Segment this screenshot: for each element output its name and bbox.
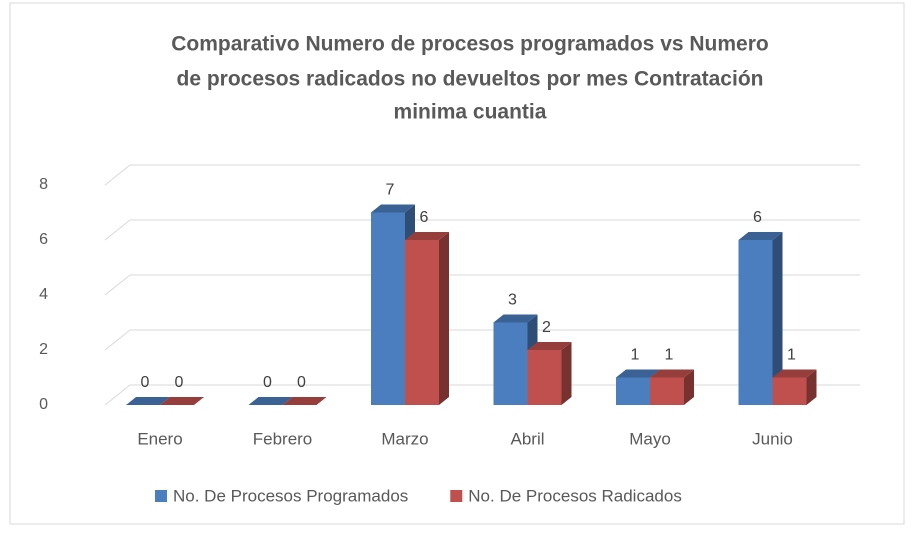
bar-front [405, 240, 439, 405]
y-tick-label: 0 [39, 396, 48, 413]
data-label: 0 [175, 374, 184, 391]
data-label: 0 [263, 374, 272, 391]
y-tick-label: 4 [39, 286, 48, 303]
data-label: 1 [787, 347, 796, 364]
bar-top [405, 232, 449, 240]
bar-front [527, 350, 562, 405]
data-label: 1 [665, 347, 674, 364]
bar [405, 232, 449, 405]
data-label: 0 [141, 374, 150, 391]
bar-front [772, 377, 807, 405]
bar-top [282, 397, 327, 405]
legend-swatch [450, 490, 463, 502]
x-tick-label: Mayo [629, 429, 671, 448]
bar-top [126, 397, 170, 405]
bar-top [527, 342, 572, 350]
y-tick-label: 6 [39, 231, 48, 248]
data-label: 1 [631, 347, 640, 364]
bar-top [738, 232, 783, 240]
bar-front [738, 240, 773, 405]
chart-title: Comparativo Numero de procesos programad… [171, 33, 769, 56]
bar-front [616, 377, 650, 405]
bar-side [561, 342, 572, 405]
bar-top [650, 369, 694, 378]
bar-side [684, 369, 694, 405]
x-tick-label: Junio [752, 429, 793, 448]
data-label: 7 [386, 182, 395, 199]
bar-side [806, 369, 817, 405]
data-label: 2 [542, 319, 551, 336]
legend-label: No. De Procesos Radicados [468, 486, 682, 505]
x-tick-label: Abril [510, 429, 544, 448]
bar-top [772, 369, 817, 378]
grid-line [104, 329, 860, 351]
x-tick-label: Marzo [381, 429, 428, 448]
bar-top [248, 397, 293, 405]
chart-title: minima cuantia [394, 101, 547, 124]
bar-side [772, 232, 783, 405]
bar-top [616, 369, 660, 378]
bar-top [493, 314, 538, 323]
bar [126, 397, 170, 405]
y-tick-label: 8 [39, 176, 48, 193]
bar [160, 397, 204, 405]
x-tick-label: Febrero [253, 429, 313, 448]
bar [772, 369, 817, 405]
legend-label: No. De Procesos Programados [173, 486, 408, 505]
legend-swatch [155, 490, 167, 502]
data-label: 6 [753, 209, 762, 226]
bar-side [439, 232, 449, 405]
bar-front [493, 322, 528, 405]
y-tick-label: 2 [39, 341, 48, 358]
data-label: 0 [297, 374, 306, 391]
grid-line [104, 164, 860, 186]
data-label: 3 [508, 292, 517, 309]
bar [282, 397, 327, 405]
chart-title: de procesos radicados no devueltos por m… [177, 68, 764, 91]
bar [650, 369, 694, 405]
bar [527, 342, 572, 405]
x-tick-label: Enero [137, 429, 182, 448]
bar-top [371, 204, 415, 213]
grid-line [104, 274, 860, 296]
bar [738, 232, 783, 405]
grid-line [104, 219, 860, 241]
bar-front [371, 212, 405, 405]
bar [248, 397, 293, 405]
bar-front [650, 377, 684, 405]
data-label: 6 [420, 209, 429, 226]
bar-top [160, 397, 204, 405]
